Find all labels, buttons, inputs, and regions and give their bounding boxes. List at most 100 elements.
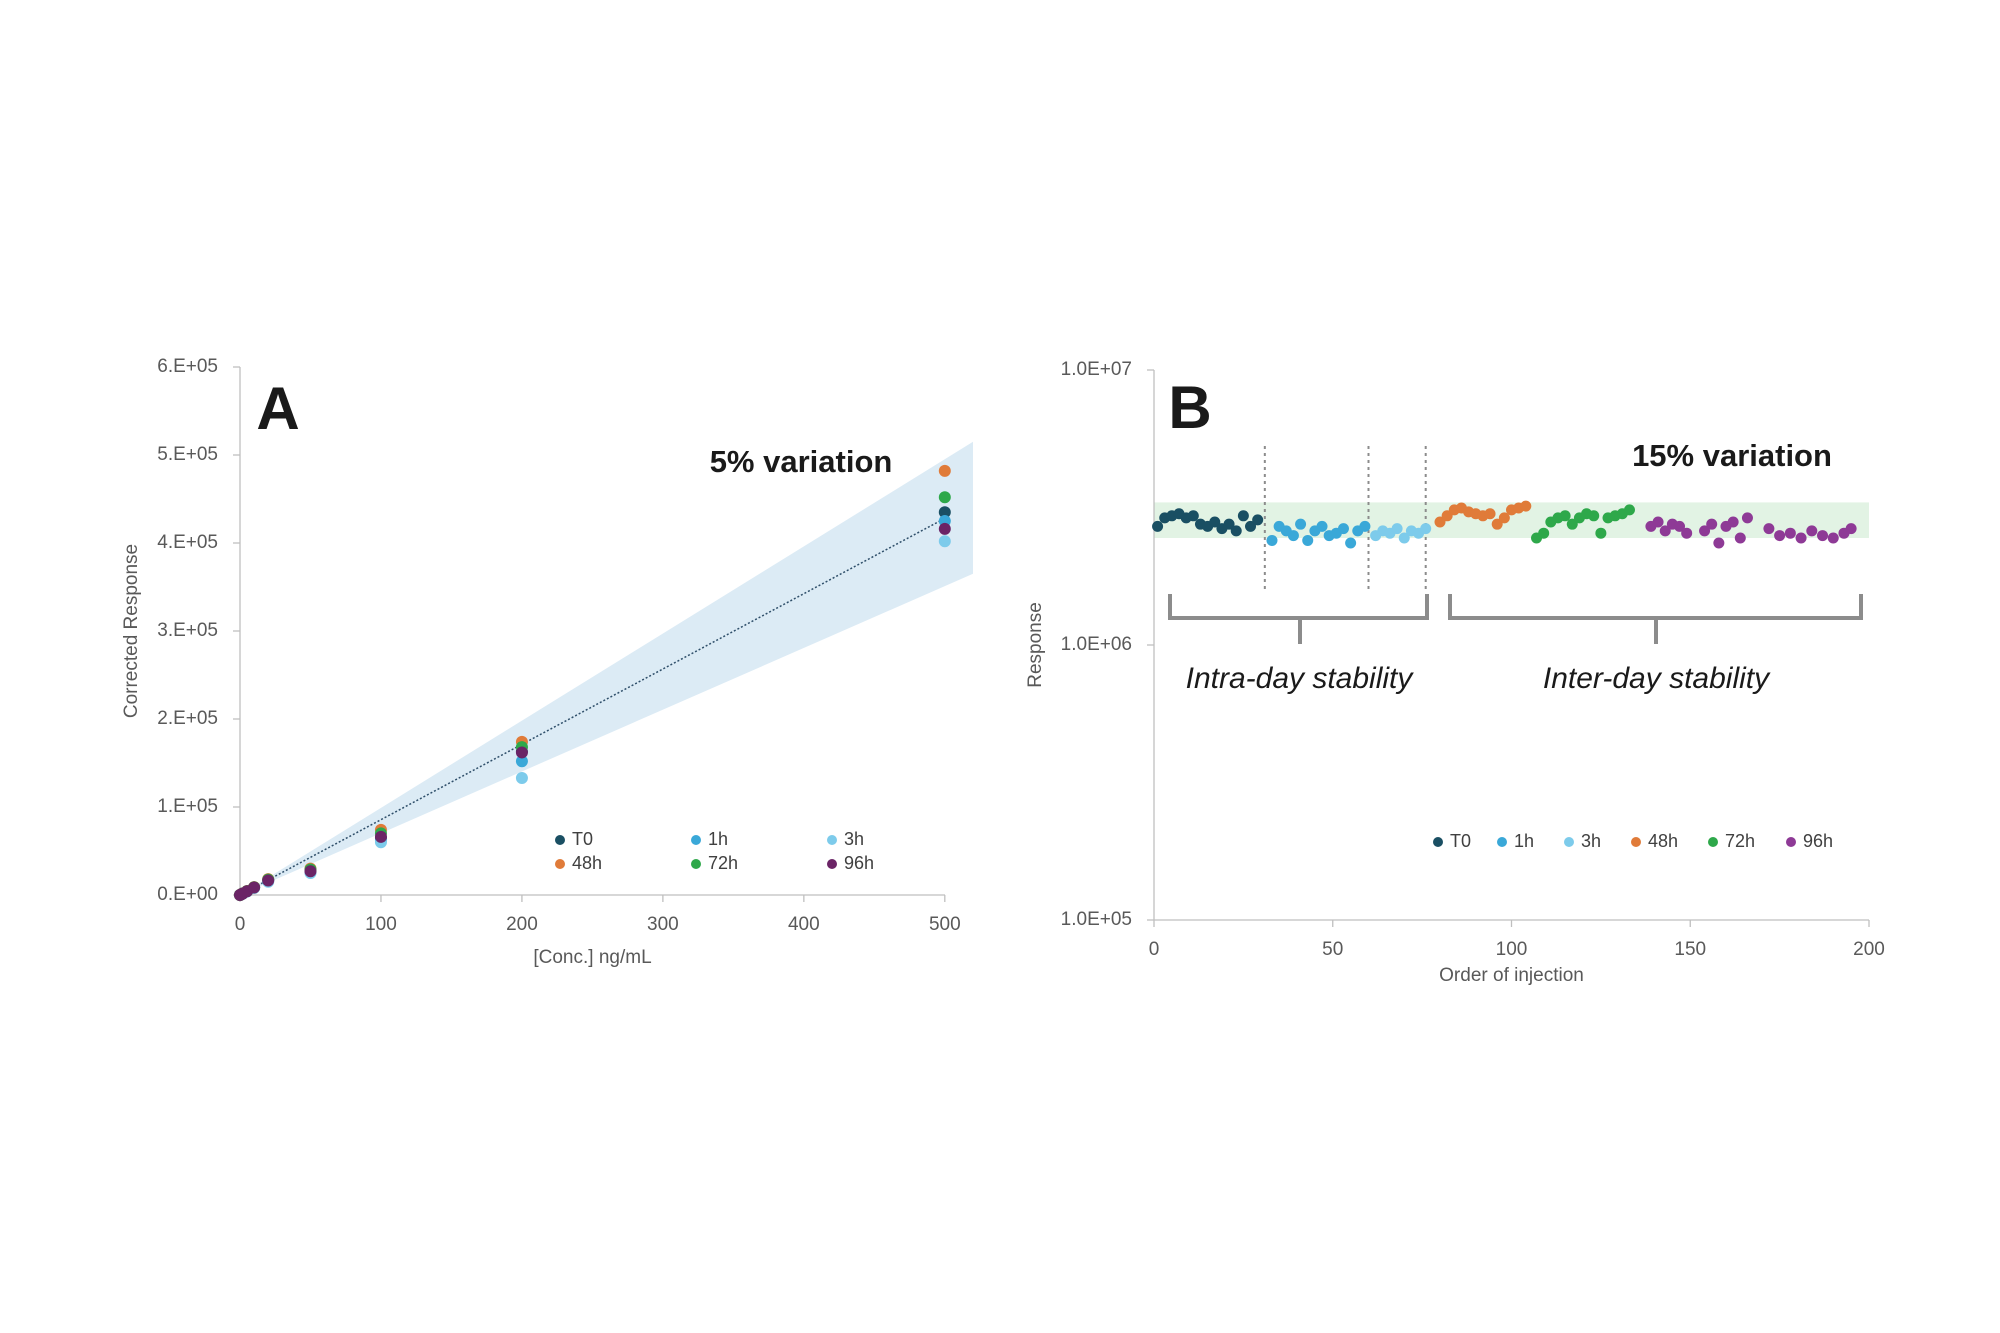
data-point [938, 535, 951, 548]
data-point [1699, 525, 1711, 537]
data-point [1623, 504, 1635, 516]
data-point [1223, 518, 1235, 530]
x-tick-label: 0 [1149, 939, 1160, 960]
data-point [1795, 532, 1807, 544]
data-point [1520, 500, 1532, 512]
legend-marker [1497, 837, 1507, 847]
data-point [1784, 527, 1796, 539]
data-point [1434, 516, 1446, 528]
trendline [239, 517, 946, 896]
legend-label: T0 [1450, 831, 1471, 851]
data-point [1659, 525, 1671, 537]
legend-label: 72h [708, 853, 738, 873]
data-point [1595, 527, 1607, 539]
data-point [1681, 527, 1693, 539]
data-point [1588, 510, 1600, 522]
legend-marker [1708, 837, 1718, 847]
y-axis-title: Response [1025, 602, 1046, 688]
legend-marker [555, 835, 565, 845]
intra-label: Intra-day stability [1186, 662, 1415, 695]
legend-label: 96h [1803, 831, 1833, 851]
data-point [1484, 508, 1496, 520]
x-axis-title: [Conc.] ng/mL [533, 947, 651, 968]
data-point [1706, 518, 1718, 530]
legend-label: 48h [572, 853, 602, 873]
legend-label: 3h [1581, 831, 1601, 851]
data-point [938, 491, 951, 504]
x-tick-label: 100 [365, 914, 397, 935]
x-tick-label: 100 [1496, 939, 1528, 960]
legend-label: 1h [1514, 831, 1534, 851]
legend-label: 48h [1648, 831, 1678, 851]
data-point [1245, 520, 1257, 532]
data-point [1491, 518, 1503, 530]
x-tick-label: 0 [235, 914, 246, 935]
legend-label: 72h [1725, 831, 1755, 851]
panel-letter: B [1168, 374, 1211, 441]
data-point [1316, 520, 1328, 532]
x-tick-label: 200 [1853, 939, 1885, 960]
data-point [1652, 516, 1664, 528]
legend-marker [555, 859, 565, 869]
variation-annotation: 15% variation [1632, 438, 1832, 473]
data-point [1806, 525, 1818, 537]
data-point [1498, 512, 1510, 524]
data-point [1337, 523, 1349, 535]
y-tick-label: 4.E+05 [157, 532, 218, 553]
x-tick-label: 300 [647, 914, 679, 935]
legend-marker [1433, 837, 1443, 847]
y-tick-label: 6.E+05 [157, 356, 218, 377]
legend-marker [827, 835, 837, 845]
data-point [1727, 516, 1739, 528]
data-point [1817, 530, 1829, 542]
y-tick-label: 5.E+05 [157, 444, 218, 465]
legend-marker [1631, 837, 1641, 847]
data-point [1763, 523, 1775, 535]
data-point [1559, 510, 1571, 522]
legend-label: 1h [708, 829, 728, 849]
data-point [515, 746, 528, 759]
legend-marker [827, 859, 837, 869]
inter-label: Inter-day stability [1543, 662, 1771, 695]
data-point [1252, 514, 1264, 526]
data-point [1391, 523, 1403, 535]
data-point [1538, 527, 1550, 539]
x-tick-label: 200 [506, 914, 538, 935]
data-point [1287, 530, 1299, 542]
y-tick-label: 3.E+05 [157, 620, 218, 641]
y-tick-label: 1.0E+07 [1061, 359, 1132, 380]
data-point [1230, 525, 1242, 537]
data-point [248, 881, 261, 894]
data-point [1566, 518, 1578, 530]
variation-band [240, 441, 973, 895]
data-point [1152, 520, 1164, 532]
data-point [938, 522, 951, 535]
data-point [1302, 534, 1314, 546]
data-point [304, 865, 317, 878]
x-axis-title: Order of injection [1439, 965, 1584, 986]
data-point [938, 464, 951, 477]
y-tick-label: 1.0E+05 [1061, 909, 1132, 930]
data-point [1398, 532, 1410, 544]
data-point [1266, 534, 1278, 546]
data-point [1845, 523, 1857, 535]
data-point [1827, 532, 1839, 544]
legend-marker [1786, 837, 1796, 847]
x-tick-label: 500 [929, 914, 961, 935]
intra-brace [1168, 594, 1429, 644]
inter-brace [1448, 594, 1863, 644]
y-tick-label: 2.E+05 [157, 708, 218, 729]
variation-annotation: 5% variation [710, 444, 893, 479]
data-point [1774, 530, 1786, 542]
data-point [374, 830, 387, 843]
legend-marker [691, 835, 701, 845]
y-tick-label: 0.E+00 [157, 884, 218, 905]
data-point [1741, 512, 1753, 524]
data-point [938, 506, 951, 519]
x-tick-label: 50 [1322, 939, 1343, 960]
data-point [1237, 510, 1249, 522]
panel-letter: A [256, 375, 299, 442]
data-point [1420, 523, 1432, 535]
